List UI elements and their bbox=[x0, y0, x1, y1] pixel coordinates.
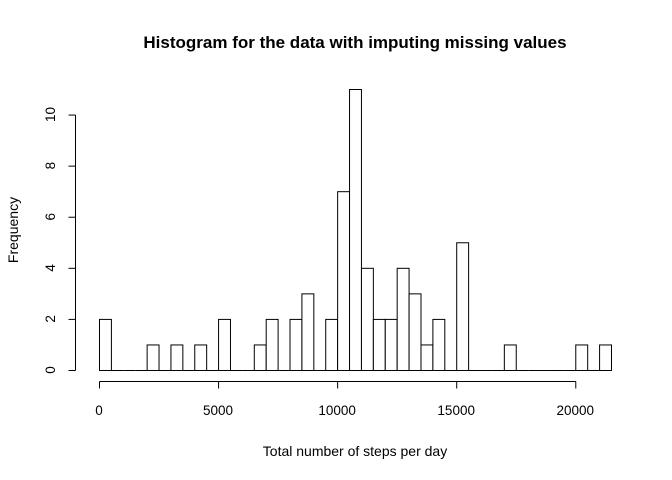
histogram-bar bbox=[456, 242, 470, 371]
histogram-bar bbox=[372, 318, 386, 371]
histogram-bar bbox=[575, 344, 589, 372]
x-axis-label: Total number of steps per day bbox=[263, 443, 447, 459]
y-tick-label: 6 bbox=[43, 213, 58, 221]
histogram-bar bbox=[396, 267, 410, 371]
histogram-bar bbox=[384, 318, 398, 371]
histogram-bar bbox=[337, 191, 351, 371]
histogram-bar bbox=[599, 344, 612, 372]
histogram-bar bbox=[360, 267, 374, 371]
y-tick-label: 8 bbox=[43, 162, 58, 170]
histogram-bar bbox=[253, 344, 267, 372]
y-axis: 0 2 4 6 8 10 bbox=[43, 107, 76, 374]
x-tick-label: 15000 bbox=[437, 403, 475, 418]
histogram-bar bbox=[99, 318, 112, 371]
histogram-bar bbox=[503, 344, 517, 372]
y-axis-label: Frequency bbox=[5, 197, 21, 263]
y-tick-label: 2 bbox=[43, 315, 58, 323]
histogram-bar bbox=[301, 293, 315, 372]
histogram-bar bbox=[194, 344, 208, 372]
x-axis: 0 5000 10000 15000 20000 bbox=[95, 381, 595, 418]
bars-group bbox=[99, 89, 612, 372]
histogram-bar bbox=[218, 318, 231, 371]
y-tick-label: 10 bbox=[43, 107, 58, 122]
y-tick-label: 4 bbox=[43, 264, 58, 272]
histogram-bar bbox=[432, 318, 446, 371]
histogram-bar bbox=[408, 293, 422, 372]
y-tick-label: 0 bbox=[43, 366, 58, 374]
histogram-bar bbox=[420, 344, 434, 372]
histogram-bar bbox=[289, 318, 303, 371]
histogram-bar bbox=[265, 318, 279, 371]
histogram-bar bbox=[349, 89, 362, 371]
x-tick-label: 10000 bbox=[318, 403, 356, 418]
chart-title: Histogram for the data with imputing mis… bbox=[143, 33, 566, 52]
histogram-bar bbox=[146, 344, 160, 372]
x-tick-label: 5000 bbox=[203, 403, 233, 418]
histogram-bar bbox=[170, 344, 184, 372]
x-tick-label: 0 bbox=[95, 403, 103, 418]
x-tick-label: 20000 bbox=[557, 403, 595, 418]
histogram-bar bbox=[325, 318, 339, 371]
